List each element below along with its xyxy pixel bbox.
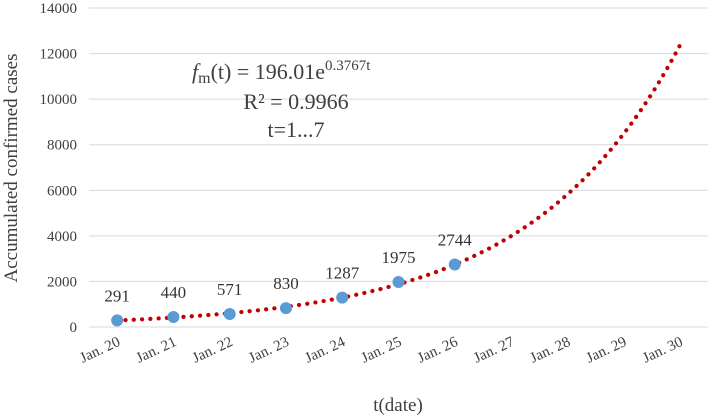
data-point xyxy=(448,258,461,271)
x-axis-title: t(date) xyxy=(373,395,423,415)
x-tick-label: Jan. 22 xyxy=(190,334,235,366)
y-tick-label: 12000 xyxy=(40,47,78,63)
data-labels: 291 440 571 830 1287 1975 2744 xyxy=(104,230,472,305)
y-tick-label: 2000 xyxy=(47,274,77,290)
y-tick-label: 8000 xyxy=(47,138,77,154)
data-point xyxy=(279,302,292,315)
gridlines xyxy=(89,7,708,328)
y-axis-title: Accumulated confirmed cases xyxy=(1,54,22,283)
x-tick-label: Jan. 27 xyxy=(471,334,517,367)
y-tick-label: 14000 xyxy=(40,1,78,17)
x-tick-label: Jan. 30 xyxy=(640,334,685,366)
equation-body: (t) = 196.01e xyxy=(211,59,325,84)
x-tick-label: Jan. 20 xyxy=(78,334,123,366)
data-point xyxy=(392,275,405,288)
equation-annotation: fm(t) = 196.01e0.3767t xyxy=(192,58,371,87)
equation-subscript: m xyxy=(198,70,211,87)
data-points xyxy=(111,258,461,327)
data-point xyxy=(336,291,349,304)
x-tick-label: Jan. 29 xyxy=(584,334,629,366)
equation-exponent: 0.3767t xyxy=(325,58,371,74)
t-range-annotation: t=1...7 xyxy=(267,117,324,142)
r-squared-annotation: R² = 0.9966 xyxy=(243,89,348,114)
data-label: 1287 xyxy=(325,264,360,283)
data-label: 830 xyxy=(273,274,299,293)
data-point xyxy=(167,310,180,323)
y-tick-label: 4000 xyxy=(47,229,77,245)
data-point xyxy=(111,314,124,327)
data-label: 291 xyxy=(104,286,130,305)
x-tick-label: Jan. 25 xyxy=(359,334,404,366)
data-point xyxy=(223,307,236,320)
data-label: 2744 xyxy=(438,230,473,249)
data-label: 571 xyxy=(217,280,243,299)
y-tick-label: 10000 xyxy=(40,92,78,108)
data-label: 1975 xyxy=(382,248,416,267)
x-tick-label: Jan. 21 xyxy=(134,334,179,366)
x-tick-labels: Jan. 20 Jan. 21 Jan. 22 Jan. 23 Jan. 24 Jan. … xyxy=(78,334,686,367)
y-tick-label: 6000 xyxy=(47,183,77,199)
x-tick-label: Jan. 23 xyxy=(246,334,291,366)
x-tick-label: Jan. 28 xyxy=(528,334,573,366)
x-tick-label: Jan. 24 xyxy=(303,334,349,367)
y-tick-label: 0 xyxy=(70,320,78,336)
y-tick-labels: 0 2000 4000 6000 8000 10000 12000 14000 xyxy=(40,1,78,336)
data-label: 440 xyxy=(161,283,187,302)
x-tick-label: Jan. 26 xyxy=(415,334,461,367)
equation-function: f xyxy=(192,59,201,84)
